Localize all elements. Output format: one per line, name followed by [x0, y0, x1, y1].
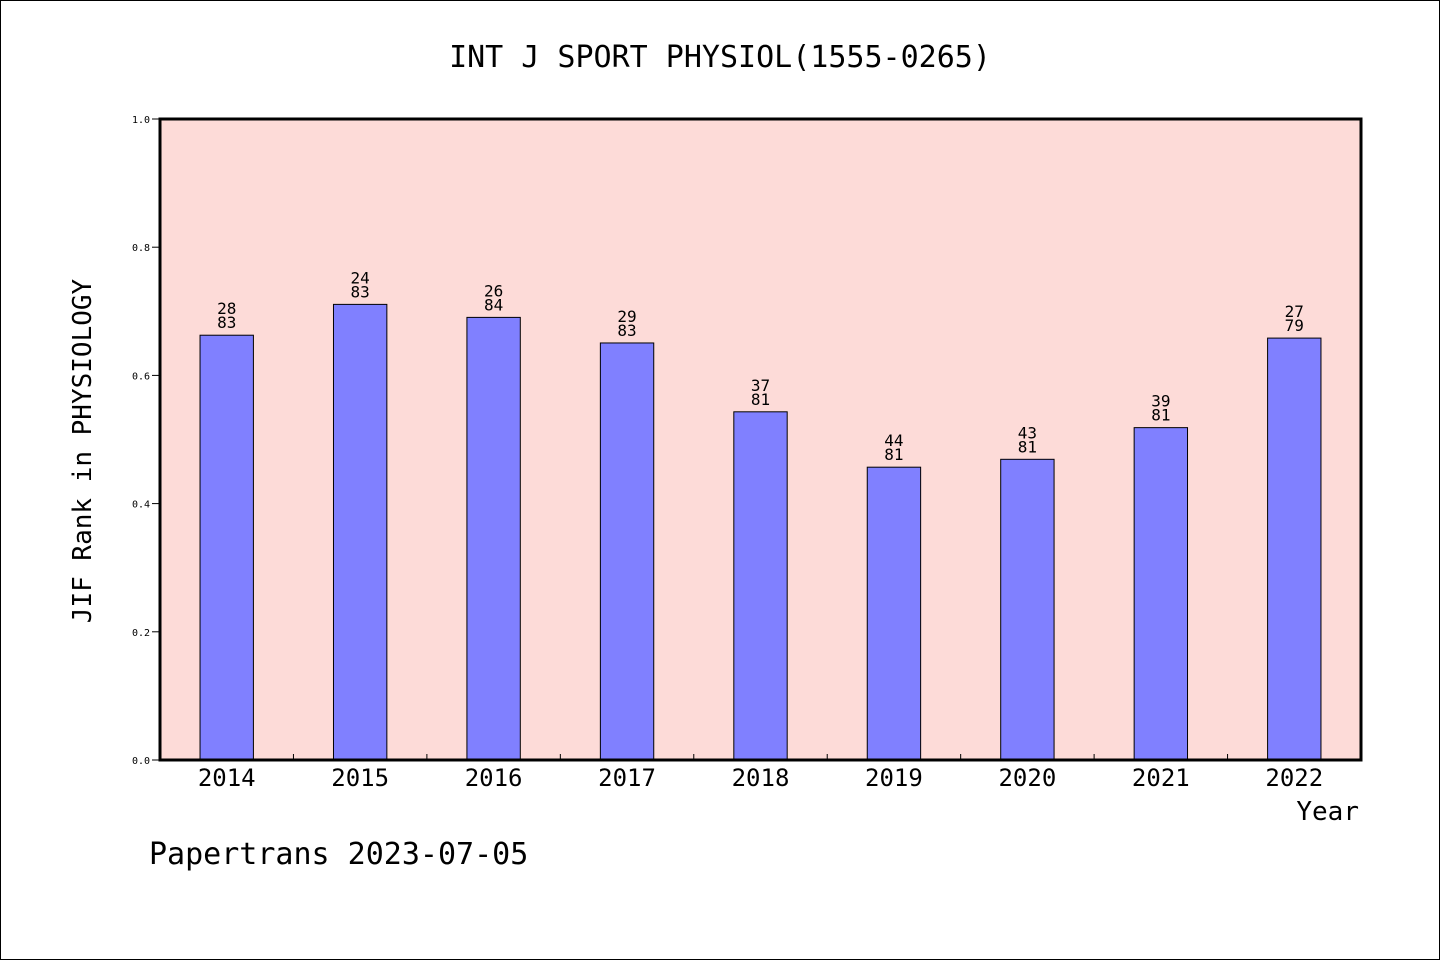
bar	[332, 303, 388, 761]
bar-label-rank: 43	[1018, 423, 1037, 442]
bar-label-total: 83	[617, 321, 636, 340]
chart-title: INT J SPORT PHYSIOL(1555-0265)	[449, 40, 991, 75]
x-tick-label: 2019	[865, 764, 923, 792]
bar-label-rank: 26	[484, 281, 503, 300]
bar-label-total: 81	[884, 445, 903, 464]
bar-label-rank: 44	[884, 431, 903, 450]
bar	[599, 342, 655, 761]
x-tick-label: 2015	[331, 764, 389, 792]
y-tick-label: 0.8	[132, 243, 150, 254]
bar-label-rank: 28	[217, 299, 236, 318]
bar-label-total: 84	[484, 295, 503, 314]
credit-text: Papertrans 2023-07-05	[149, 837, 528, 872]
y-axis: 0.0 0.2 0.4 0.6 0.8 1.0	[132, 115, 160, 767]
x-tick-label: 2014	[198, 764, 256, 792]
bar-label-rank: 29	[617, 307, 636, 326]
y-tick-label: 0.0	[132, 756, 150, 767]
bars-group	[199, 303, 1322, 761]
bar	[733, 411, 788, 761]
y-tick-label: 0.6	[132, 371, 150, 382]
bar	[1133, 427, 1189, 761]
bar-label-rank: 24	[351, 268, 370, 287]
x-tick-label: 2017	[598, 764, 656, 792]
x-tick-label: 2020	[998, 764, 1056, 792]
y-axis-label: JIF Rank in PHYSIOLOGY	[68, 278, 98, 623]
x-tick-label: 2016	[465, 764, 523, 792]
bar-label-total: 79	[1285, 316, 1304, 335]
y-tick-label: 0.4	[132, 500, 150, 511]
x-axis-label: Year	[1296, 797, 1359, 827]
bar	[866, 466, 922, 761]
bar	[199, 334, 254, 761]
bar-label-rank: 37	[751, 376, 770, 395]
bar-label-total: 83	[351, 282, 370, 301]
y-tick-label: 1.0	[132, 115, 150, 126]
x-tick-label: 2021	[1132, 764, 1190, 792]
bar-label-total: 81	[1151, 406, 1170, 425]
x-tick-label: 2018	[732, 764, 790, 792]
bar-label-total: 81	[751, 390, 770, 409]
bar	[1000, 458, 1055, 761]
bar-label-rank: 27	[1285, 302, 1304, 321]
bar-label-rank: 39	[1151, 392, 1170, 411]
bar	[1267, 337, 1322, 761]
plot-frame	[158, 117, 1363, 762]
bar	[466, 316, 521, 761]
y-tick-label: 0.2	[132, 628, 150, 639]
bar-label-total: 81	[1018, 437, 1037, 456]
x-axis: 2014 2015 2016 2017 2018 2019 2020 2021 2022	[198, 754, 1323, 792]
x-tick-label: 2022	[1265, 764, 1323, 792]
bar-label-total: 83	[217, 313, 236, 332]
